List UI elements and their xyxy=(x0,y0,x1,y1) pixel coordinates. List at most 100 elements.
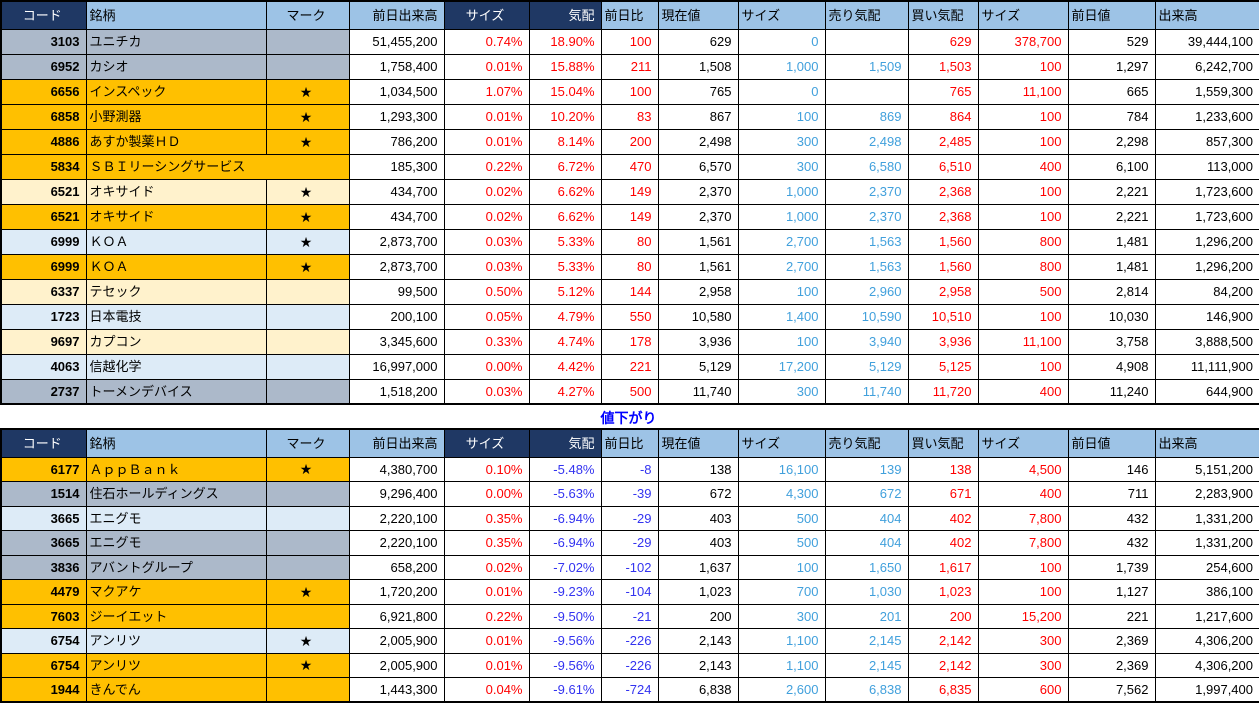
ask-cell[interactable]: 1,563 xyxy=(824,253,909,280)
current-cell[interactable]: 2,370 xyxy=(657,178,739,205)
column-header-name[interactable]: 銘柄 xyxy=(85,0,267,30)
size_pct-cell[interactable]: 0.05% xyxy=(443,303,530,330)
name-cell[interactable]: きんでん xyxy=(85,677,267,703)
prev_volume-cell[interactable]: 2,220,100 xyxy=(348,505,445,531)
mark-cell[interactable]: ★ xyxy=(265,456,350,482)
size_inner-cell[interactable]: 300 xyxy=(737,153,826,180)
bid-cell[interactable]: 1,560 xyxy=(907,228,979,255)
name-cell[interactable]: ＫＯＡ xyxy=(85,253,267,280)
column-header-prev_volume[interactable]: 前日出来高 xyxy=(348,0,445,30)
column-header-current[interactable]: 現在値 xyxy=(657,0,739,30)
size_outer-cell[interactable]: 4,500 xyxy=(977,456,1069,482)
prev_price-cell[interactable]: 784 xyxy=(1067,103,1156,130)
volume-cell[interactable]: 4,306,200 xyxy=(1154,628,1259,654)
column-header-prev_price[interactable]: 前日値 xyxy=(1067,0,1156,30)
bid-cell[interactable]: 2,368 xyxy=(907,203,979,230)
size_outer-cell[interactable]: 100 xyxy=(977,353,1069,380)
volume-cell[interactable]: 644,900 xyxy=(1154,378,1259,405)
size_pct-cell[interactable]: 0.22% xyxy=(443,153,530,180)
size_outer-cell[interactable]: 11,100 xyxy=(977,78,1069,105)
size_inner-cell[interactable]: 1,400 xyxy=(737,303,826,330)
prev_price-cell[interactable]: 10,030 xyxy=(1067,303,1156,330)
current-cell[interactable]: 11,740 xyxy=(657,378,739,405)
prev_volume-cell[interactable]: 16,997,000 xyxy=(348,353,445,380)
change-cell[interactable]: 200 xyxy=(600,128,659,155)
quote_pct-cell[interactable]: -5.63% xyxy=(528,481,602,507)
size_inner-cell[interactable]: 100 xyxy=(737,554,826,580)
quote_pct-cell[interactable]: 15.04% xyxy=(528,78,602,105)
change-cell[interactable]: -104 xyxy=(600,579,659,605)
prev_volume-cell[interactable]: 200,100 xyxy=(348,303,445,330)
size_pct-cell[interactable]: 0.02% xyxy=(443,203,530,230)
size_pct-cell[interactable]: 0.01% xyxy=(443,652,530,678)
size_pct-cell[interactable]: 0.01% xyxy=(443,103,530,130)
bid-cell[interactable]: 6,510 xyxy=(907,153,979,180)
change-cell[interactable]: 500 xyxy=(600,378,659,405)
bid-cell[interactable]: 5,125 xyxy=(907,353,979,380)
size_outer-cell[interactable]: 300 xyxy=(977,628,1069,654)
size_pct-cell[interactable]: 0.03% xyxy=(443,253,530,280)
size_pct-cell[interactable]: 0.02% xyxy=(443,178,530,205)
quote_pct-cell[interactable]: -5.48% xyxy=(528,456,602,482)
prev_price-cell[interactable]: 221 xyxy=(1067,603,1156,629)
column-header-code[interactable]: コード xyxy=(0,428,87,458)
size_inner-cell[interactable]: 1,100 xyxy=(737,628,826,654)
size_inner-cell[interactable]: 1,000 xyxy=(737,178,826,205)
size_inner-cell[interactable]: 300 xyxy=(737,128,826,155)
name-cell[interactable]: テセック xyxy=(85,278,267,305)
size_outer-cell[interactable]: 800 xyxy=(977,228,1069,255)
name-cell[interactable]: オキサイド xyxy=(85,203,267,230)
mark-cell[interactable]: ★ xyxy=(265,178,350,205)
prev_price-cell[interactable]: 1,481 xyxy=(1067,253,1156,280)
code-cell[interactable]: 6521 xyxy=(0,203,87,230)
change-cell[interactable]: -29 xyxy=(600,505,659,531)
current-cell[interactable]: 403 xyxy=(657,505,739,531)
size_pct-cell[interactable]: 0.01% xyxy=(443,128,530,155)
change-cell[interactable]: -39 xyxy=(600,481,659,507)
bid-cell[interactable]: 2,142 xyxy=(907,652,979,678)
name-cell[interactable]: ＡｐｐＢａｎｋ xyxy=(85,456,267,482)
column-header-size_pct[interactable]: サイズ xyxy=(443,0,530,30)
current-cell[interactable]: 1,508 xyxy=(657,53,739,80)
ask-cell[interactable]: 2,370 xyxy=(824,203,909,230)
quote_pct-cell[interactable]: 4.79% xyxy=(528,303,602,330)
name-cell[interactable]: アンリツ xyxy=(85,628,267,654)
size_outer-cell[interactable]: 600 xyxy=(977,677,1069,703)
quote_pct-cell[interactable]: 6.62% xyxy=(528,203,602,230)
current-cell[interactable]: 2,370 xyxy=(657,203,739,230)
quote_pct-cell[interactable]: -9.23% xyxy=(528,579,602,605)
prev_price-cell[interactable]: 665 xyxy=(1067,78,1156,105)
name-cell[interactable]: エニグモ xyxy=(85,530,267,556)
current-cell[interactable]: 3,936 xyxy=(657,328,739,355)
volume-cell[interactable]: 5,151,200 xyxy=(1154,456,1259,482)
mark-cell[interactable]: ★ xyxy=(265,203,350,230)
quote_pct-cell[interactable]: 4.74% xyxy=(528,328,602,355)
mark-cell[interactable]: ★ xyxy=(265,628,350,654)
mark-cell[interactable]: ★ xyxy=(265,78,350,105)
code-cell[interactable]: 1723 xyxy=(0,303,87,330)
prev_volume-cell[interactable]: 434,700 xyxy=(348,203,445,230)
size_outer-cell[interactable]: 400 xyxy=(977,378,1069,405)
size_pct-cell[interactable]: 0.02% xyxy=(443,554,530,580)
change-cell[interactable]: 550 xyxy=(600,303,659,330)
code-cell[interactable]: 4886 xyxy=(0,128,87,155)
current-cell[interactable]: 138 xyxy=(657,456,739,482)
code-cell[interactable]: 3665 xyxy=(0,505,87,531)
size_pct-cell[interactable]: 0.01% xyxy=(443,579,530,605)
bid-cell[interactable]: 3,936 xyxy=(907,328,979,355)
prev_price-cell[interactable]: 2,221 xyxy=(1067,178,1156,205)
mark-cell[interactable] xyxy=(265,328,350,355)
prev_volume-cell[interactable]: 1,034,500 xyxy=(348,78,445,105)
name-cell[interactable]: ユニチカ xyxy=(85,28,267,55)
column-header-size_inner[interactable]: サイズ xyxy=(737,428,826,458)
bid-cell[interactable]: 402 xyxy=(907,505,979,531)
prev_volume-cell[interactable]: 4,380,700 xyxy=(348,456,445,482)
prev_volume-cell[interactable]: 2,005,900 xyxy=(348,628,445,654)
change-cell[interactable]: 221 xyxy=(600,353,659,380)
prev_volume-cell[interactable]: 2,873,700 xyxy=(348,228,445,255)
size_pct-cell[interactable]: 1.07% xyxy=(443,78,530,105)
size_inner-cell[interactable]: 17,200 xyxy=(737,353,826,380)
prev_price-cell[interactable]: 2,221 xyxy=(1067,203,1156,230)
prev_volume-cell[interactable]: 3,345,600 xyxy=(348,328,445,355)
volume-cell[interactable]: 386,100 xyxy=(1154,579,1259,605)
